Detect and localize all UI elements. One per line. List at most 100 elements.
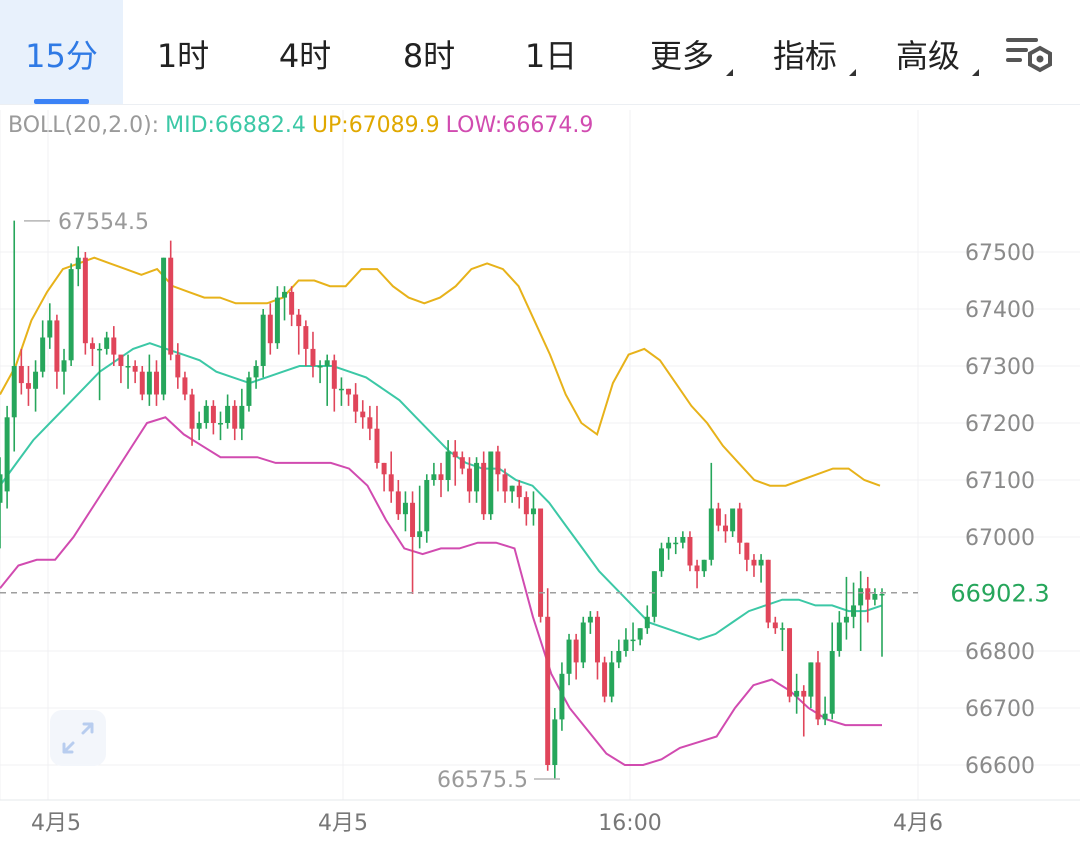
candle-body bbox=[139, 371, 145, 395]
boll-mid-line bbox=[0, 342, 883, 641]
chart-grid bbox=[0, 110, 1080, 801]
candle-body bbox=[481, 462, 487, 515]
candle-body bbox=[338, 388, 344, 391]
candle-body bbox=[680, 537, 686, 543]
low-price-label: 66575.5 bbox=[437, 768, 528, 793]
tab-8h[interactable]: 8时 bbox=[367, 0, 491, 104]
candle-body bbox=[125, 366, 131, 368]
candle-body bbox=[331, 360, 337, 389]
candle-body bbox=[452, 451, 458, 458]
candle-body bbox=[779, 628, 785, 630]
candle-body bbox=[381, 462, 387, 475]
candle-body bbox=[502, 474, 508, 492]
tab-indicators-label: 指标 bbox=[772, 37, 837, 75]
boll-up-value: UP:67089.9 bbox=[311, 113, 440, 138]
candle-body bbox=[609, 662, 615, 697]
candle-body bbox=[794, 690, 800, 697]
candle-body bbox=[267, 314, 273, 344]
bollinger-bands bbox=[0, 256, 883, 766]
candle-body bbox=[47, 320, 53, 338]
candle-body bbox=[296, 314, 302, 327]
candle-body bbox=[402, 502, 408, 515]
tab-more[interactable]: 更多 bbox=[627, 0, 737, 104]
candle-body bbox=[879, 594, 885, 596]
candle-body bbox=[587, 616, 593, 623]
candle-body bbox=[82, 257, 88, 344]
candle-body bbox=[203, 405, 209, 423]
candle-body bbox=[225, 405, 231, 423]
candle-body bbox=[516, 485, 522, 498]
candle-body bbox=[132, 366, 138, 372]
candle-body bbox=[104, 337, 110, 349]
y-tick-label: 67300 bbox=[965, 355, 1035, 380]
tab-4h[interactable]: 4时 bbox=[243, 0, 367, 104]
candle-body bbox=[175, 354, 181, 378]
expand-chart-button[interactable] bbox=[50, 710, 106, 766]
tab-advanced-label: 高级 bbox=[895, 37, 960, 75]
candle-body bbox=[25, 383, 31, 389]
candle-body bbox=[530, 508, 536, 515]
y-tick-label: 67500 bbox=[965, 241, 1035, 266]
current-price-tag bbox=[925, 570, 1080, 615]
tab-1d[interactable]: 1日 bbox=[491, 0, 611, 104]
candle-body bbox=[33, 371, 39, 389]
candle-body bbox=[552, 719, 558, 765]
candle-body bbox=[829, 651, 835, 714]
candle-body bbox=[4, 417, 10, 492]
candle-body bbox=[459, 457, 465, 469]
candle-body bbox=[0, 474, 3, 503]
candle-body bbox=[282, 291, 288, 298]
candle-body bbox=[644, 616, 650, 629]
y-axis: 67500 67400 67300 67200 67100 67000 66800 66700… bbox=[965, 241, 1035, 779]
candle-body bbox=[744, 542, 750, 560]
candle-body bbox=[118, 354, 124, 366]
x-tick-label: 4月6 bbox=[893, 811, 943, 836]
tab-1h[interactable]: 1时 bbox=[123, 0, 243, 104]
candle-body bbox=[18, 366, 24, 384]
candle-body bbox=[730, 508, 736, 532]
candle-body bbox=[75, 257, 81, 270]
candlestick-chart[interactable]: 67500 67400 67300 67200 67100 67000 66800 66700… bbox=[0, 105, 1080, 841]
chart-settings-button[interactable] bbox=[1004, 34, 1056, 74]
candle-body bbox=[161, 257, 167, 395]
candle-body bbox=[694, 565, 700, 572]
tab-15m[interactable]: 15分 bbox=[0, 0, 123, 104]
candle-body bbox=[246, 377, 252, 406]
x-tick-label: 4月5 bbox=[31, 811, 81, 836]
candle-body bbox=[772, 622, 778, 629]
candle-body bbox=[445, 451, 451, 480]
tab-8h-label: 8时 bbox=[402, 37, 456, 75]
candle-body bbox=[260, 314, 266, 366]
candle-body bbox=[146, 371, 152, 395]
candle-body bbox=[438, 474, 444, 480]
candle-body bbox=[623, 639, 629, 651]
candle-body bbox=[239, 405, 245, 429]
candle-body bbox=[274, 297, 280, 344]
candle-body bbox=[708, 508, 714, 560]
tab-indicators[interactable]: 指标 bbox=[750, 0, 860, 104]
tab-1d-label: 1日 bbox=[524, 37, 578, 75]
candle-body bbox=[353, 394, 359, 412]
candle-body bbox=[865, 588, 871, 600]
candle-body bbox=[808, 662, 814, 697]
y-tick-label: 67200 bbox=[965, 412, 1035, 437]
tab-4h-label: 4时 bbox=[278, 37, 332, 75]
candle-body bbox=[715, 508, 721, 526]
tab-advanced[interactable]: 高级 bbox=[873, 0, 983, 104]
candle-body bbox=[196, 423, 202, 429]
candle-body bbox=[395, 491, 401, 515]
price-annotations: 66902.3 67554.5 66575.5 bbox=[0, 210, 1080, 793]
candle-body bbox=[310, 348, 316, 366]
y-tick-label: 67100 bbox=[965, 469, 1035, 494]
tab-15m-label: 15分 bbox=[25, 37, 98, 75]
candle-body bbox=[488, 451, 494, 515]
x-tick-label: 16:00 bbox=[598, 811, 661, 836]
high-price-label: 67554.5 bbox=[58, 210, 149, 235]
boll-indicator-legend: BOLL(20,2.0): MID:66882.4 UP:67089.9 LOW:66… bbox=[8, 109, 599, 143]
y-tick-label: 66700 bbox=[965, 697, 1035, 722]
boll-low-value: LOW:66674.9 bbox=[445, 113, 594, 138]
boll-mid-value: MID:66882.4 bbox=[165, 113, 306, 138]
candle-body bbox=[182, 377, 188, 395]
candle-body bbox=[815, 662, 821, 720]
candle-body bbox=[765, 559, 771, 623]
